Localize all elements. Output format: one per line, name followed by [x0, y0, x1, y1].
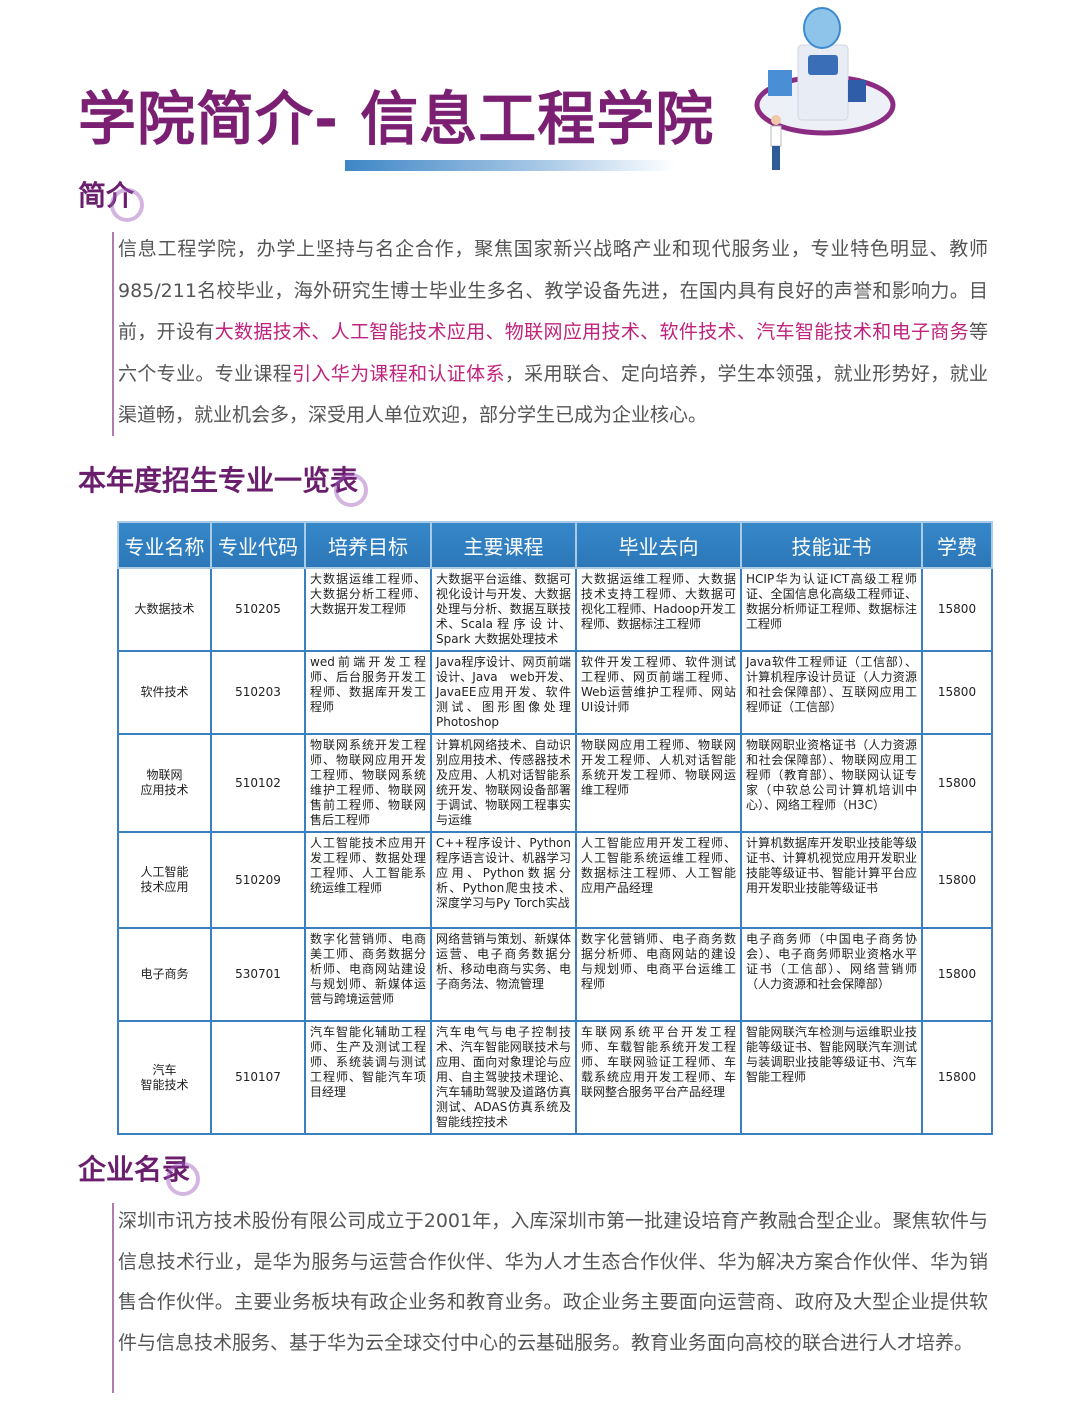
title-underline-bar	[345, 160, 675, 171]
table-row: 物联网 应用技术 510102 物联网系统开发工程师、物联网应用开发工程师、物联网系…	[117, 733, 993, 833]
skill-certificate: Java软件工程师证（工信部）、计算机程序设计员证（人力资源和社会保障部）、互联…	[740, 650, 923, 735]
major-name: 人工智能 技术应用	[117, 831, 212, 929]
skill-certificate: 计算机数据库开发职业技能等级证书、计算机视觉应用开发职业技能等级证书、智能计算平…	[740, 831, 923, 929]
training-goal: 数字化营销师、电商美工师、商务数据分析师、电商网站建设与规划师、新媒体运营与跨境…	[304, 927, 432, 1022]
page-title: 学院简介- 信息工程学院	[78, 85, 715, 153]
major-code: 510102	[210, 733, 306, 833]
table-row: 大数据技术 510205 大数据运维工程师、大数据分析工程师、大数据开发工程师 大数据…	[117, 567, 993, 652]
training-goal: 大数据运维工程师、大数据分析工程师、大数据开发工程师	[304, 567, 432, 652]
circle-decoration	[334, 473, 369, 507]
career-direction: 数字化营销师、电子商务数据分析师、电商网站的建设与规划师、电商平台运维工程师	[575, 927, 742, 1022]
intro-text: 等六个专业。专业课程	[118, 321, 988, 385]
column-header: 学费	[921, 521, 993, 569]
skill-certificate: HCIP华为认证ICT高级工程师证、全国信息化高级工程师证、数据分析师证工程师、…	[740, 567, 923, 652]
major-name: 汽车 智能技术	[117, 1020, 212, 1135]
majors-table: 专业名称 专业代码 培养目标 主要课程 毕业去向 技能证书 学费 大数据技术 510205 大数…	[117, 521, 993, 1135]
tuition-fee: 15800	[921, 567, 993, 652]
circle-decoration	[166, 1162, 201, 1196]
main-courses: 汽车电气与电子控制技术、汽车智能网联技术与应用、面向对象理论与应用、自主驾驶技术…	[430, 1020, 577, 1135]
column-header: 专业名称	[117, 521, 212, 569]
table-row: 电子商务 530701 数字化营销师、电商美工师、商务数据分析师、电商网站建设与规划…	[117, 927, 993, 1022]
tuition-fee: 15800	[921, 733, 993, 833]
major-name: 电子商务	[117, 927, 212, 1022]
skill-certificate: 电子商务师（中国电子商务协会）、电子商务师职业资格水平证书（工信部）、网络营销师…	[740, 927, 923, 1022]
ai-server-illustration	[754, 7, 896, 170]
main-courses: 网络营销与策划、新媒体运营、电子商务数据分析、移动电商与实务、电子商务法、物流管…	[430, 927, 577, 1022]
training-goal: 人工智能技术应用开发工程师、数据处理工程师、人工智能系统运维工程师	[304, 831, 432, 929]
major-code: 530701	[210, 927, 306, 1022]
table-row: 汽车 智能技术 510107 汽车智能化辅助工程师、生产及测试工程师、系统装调与测试…	[117, 1020, 993, 1135]
main-courses: C++程序设计、Python程序语言设计、机器学习应用、Python数据分析、P…	[430, 831, 577, 929]
major-code: 510107	[210, 1020, 306, 1135]
highlighted-text: 大数据技术、人工智能技术应用、物联网应用技术、软件技术、汽车智能技术和电子商务	[214, 321, 969, 343]
majors-heading: 本年度招生专业一览表	[78, 459, 369, 507]
training-goal: 物联网系统开发工程师、物联网应用开发工程师、物联网系统维护工程师、物联网售前工程…	[304, 733, 432, 833]
main-courses: 大数据平台运维、数据可视化设计与开发、大数据处理与分析、数据互联技术、Scala…	[430, 567, 577, 652]
column-header: 技能证书	[740, 521, 923, 569]
career-direction: 软件开发工程师、软件测试工程师、网页前端工程师、Web运营维护工程师、网站UI设…	[575, 650, 742, 735]
skill-certificate: 智能网联汽车检测与运维职业技能等级证书、智能网联汽车测试与装调职业技能等级证书、…	[740, 1020, 923, 1135]
column-header: 培养目标	[304, 521, 432, 569]
major-code: 510203	[210, 650, 306, 735]
tuition-fee: 15800	[921, 1020, 993, 1135]
table-row: 人工智能 技术应用 510209 人工智能技术应用开发工程师、数据处理工程师、人工智…	[117, 831, 993, 929]
major-code: 510205	[210, 567, 306, 652]
enterprise-heading: 企业名录	[78, 1148, 201, 1196]
intro-paragraph: 信息工程学院，办学上坚持与名企合作，聚焦国家新兴战略产业和现代服务业，专业特色明…	[118, 229, 988, 437]
column-header: 主要课程	[430, 521, 577, 569]
training-goal: 汽车智能化辅助工程师、生产及测试工程师、系统装调与测试工程师、智能汽车项目经理	[304, 1020, 432, 1135]
career-direction: 人工智能应用开发工程师、人工智能系统运维工程师、数据标注工程师、人工智能应用产品…	[575, 831, 742, 929]
career-direction: 物联网应用工程师、物联网开发工程师、人机对话智能系统开发工程师、物联网运维工程师	[575, 733, 742, 833]
intro-accent-line	[112, 232, 114, 436]
intro-text: ，采用联合、定向培养，学生本领强，就业形势好，就业渠道畅，就业机会多，深受用人单…	[118, 362, 988, 427]
main-courses: Java程序设计、网页前端设计、Java web开发、JavaEE应用开发、软件…	[430, 650, 577, 735]
main-courses: 计算机网络技术、自动识别应用技术、传感器技术及应用、人机对话智能系统开发、物联网…	[430, 733, 577, 833]
intro-text: 信息工程学院，办学上坚持与名企合作，聚焦国家新兴战略产业和现代服务业，专业特色明…	[118, 238, 988, 343]
skill-certificate: 物联网职业资格证书（人力资源和社会保障部）、物联网应用工程师（教育部）、物联网认…	[740, 733, 923, 833]
enterprise-paragraph: 深圳市讯方技术股份有限公司成立于2001年，入库深圳市第一批建设培育产教融合型企…	[118, 1210, 988, 1354]
career-direction: 大数据运维工程师、大数据技术支持工程师、大数据可视化工程师、Hadoop开发工程…	[575, 567, 742, 652]
major-code: 510209	[210, 831, 306, 929]
highlighted-text: 引入华为课程和认证体系	[292, 362, 505, 385]
major-name: 软件技术	[117, 650, 212, 735]
tuition-fee: 15800	[921, 650, 993, 735]
tuition-fee: 15800	[921, 831, 993, 929]
enterprise-accent-line	[112, 1203, 114, 1393]
intro-heading: 简介	[78, 174, 145, 222]
column-header: 专业代码	[210, 521, 306, 569]
training-goal: wed前端开发工程师、后台服务开发工程师、数据库开发工程师	[304, 650, 432, 735]
major-name: 物联网 应用技术	[117, 733, 212, 833]
circle-decoration	[110, 188, 145, 222]
table-row: 软件技术 510203 wed前端开发工程师、后台服务开发工程师、数据库开发工程师 J…	[117, 650, 993, 735]
major-name: 大数据技术	[117, 567, 212, 652]
column-header: 毕业去向	[575, 521, 742, 569]
career-direction: 车联网系统平台开发工程师、车载智能系统开发工程师、车联网验证工程师、车载系统应用…	[575, 1020, 742, 1135]
tuition-fee: 15800	[921, 927, 993, 1022]
